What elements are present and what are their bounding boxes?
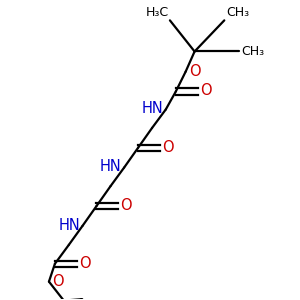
Text: O: O xyxy=(79,256,91,271)
Text: O: O xyxy=(200,83,212,98)
Text: HN: HN xyxy=(58,218,80,233)
Text: HN: HN xyxy=(142,101,164,116)
Text: H₃C: H₃C xyxy=(145,6,168,19)
Text: O: O xyxy=(121,198,132,213)
Text: HN: HN xyxy=(100,160,122,175)
Text: O: O xyxy=(189,64,200,79)
Text: O: O xyxy=(162,140,174,155)
Text: O: O xyxy=(52,274,64,289)
Text: CH₃: CH₃ xyxy=(226,6,249,19)
Text: CH₃: CH₃ xyxy=(242,45,265,58)
